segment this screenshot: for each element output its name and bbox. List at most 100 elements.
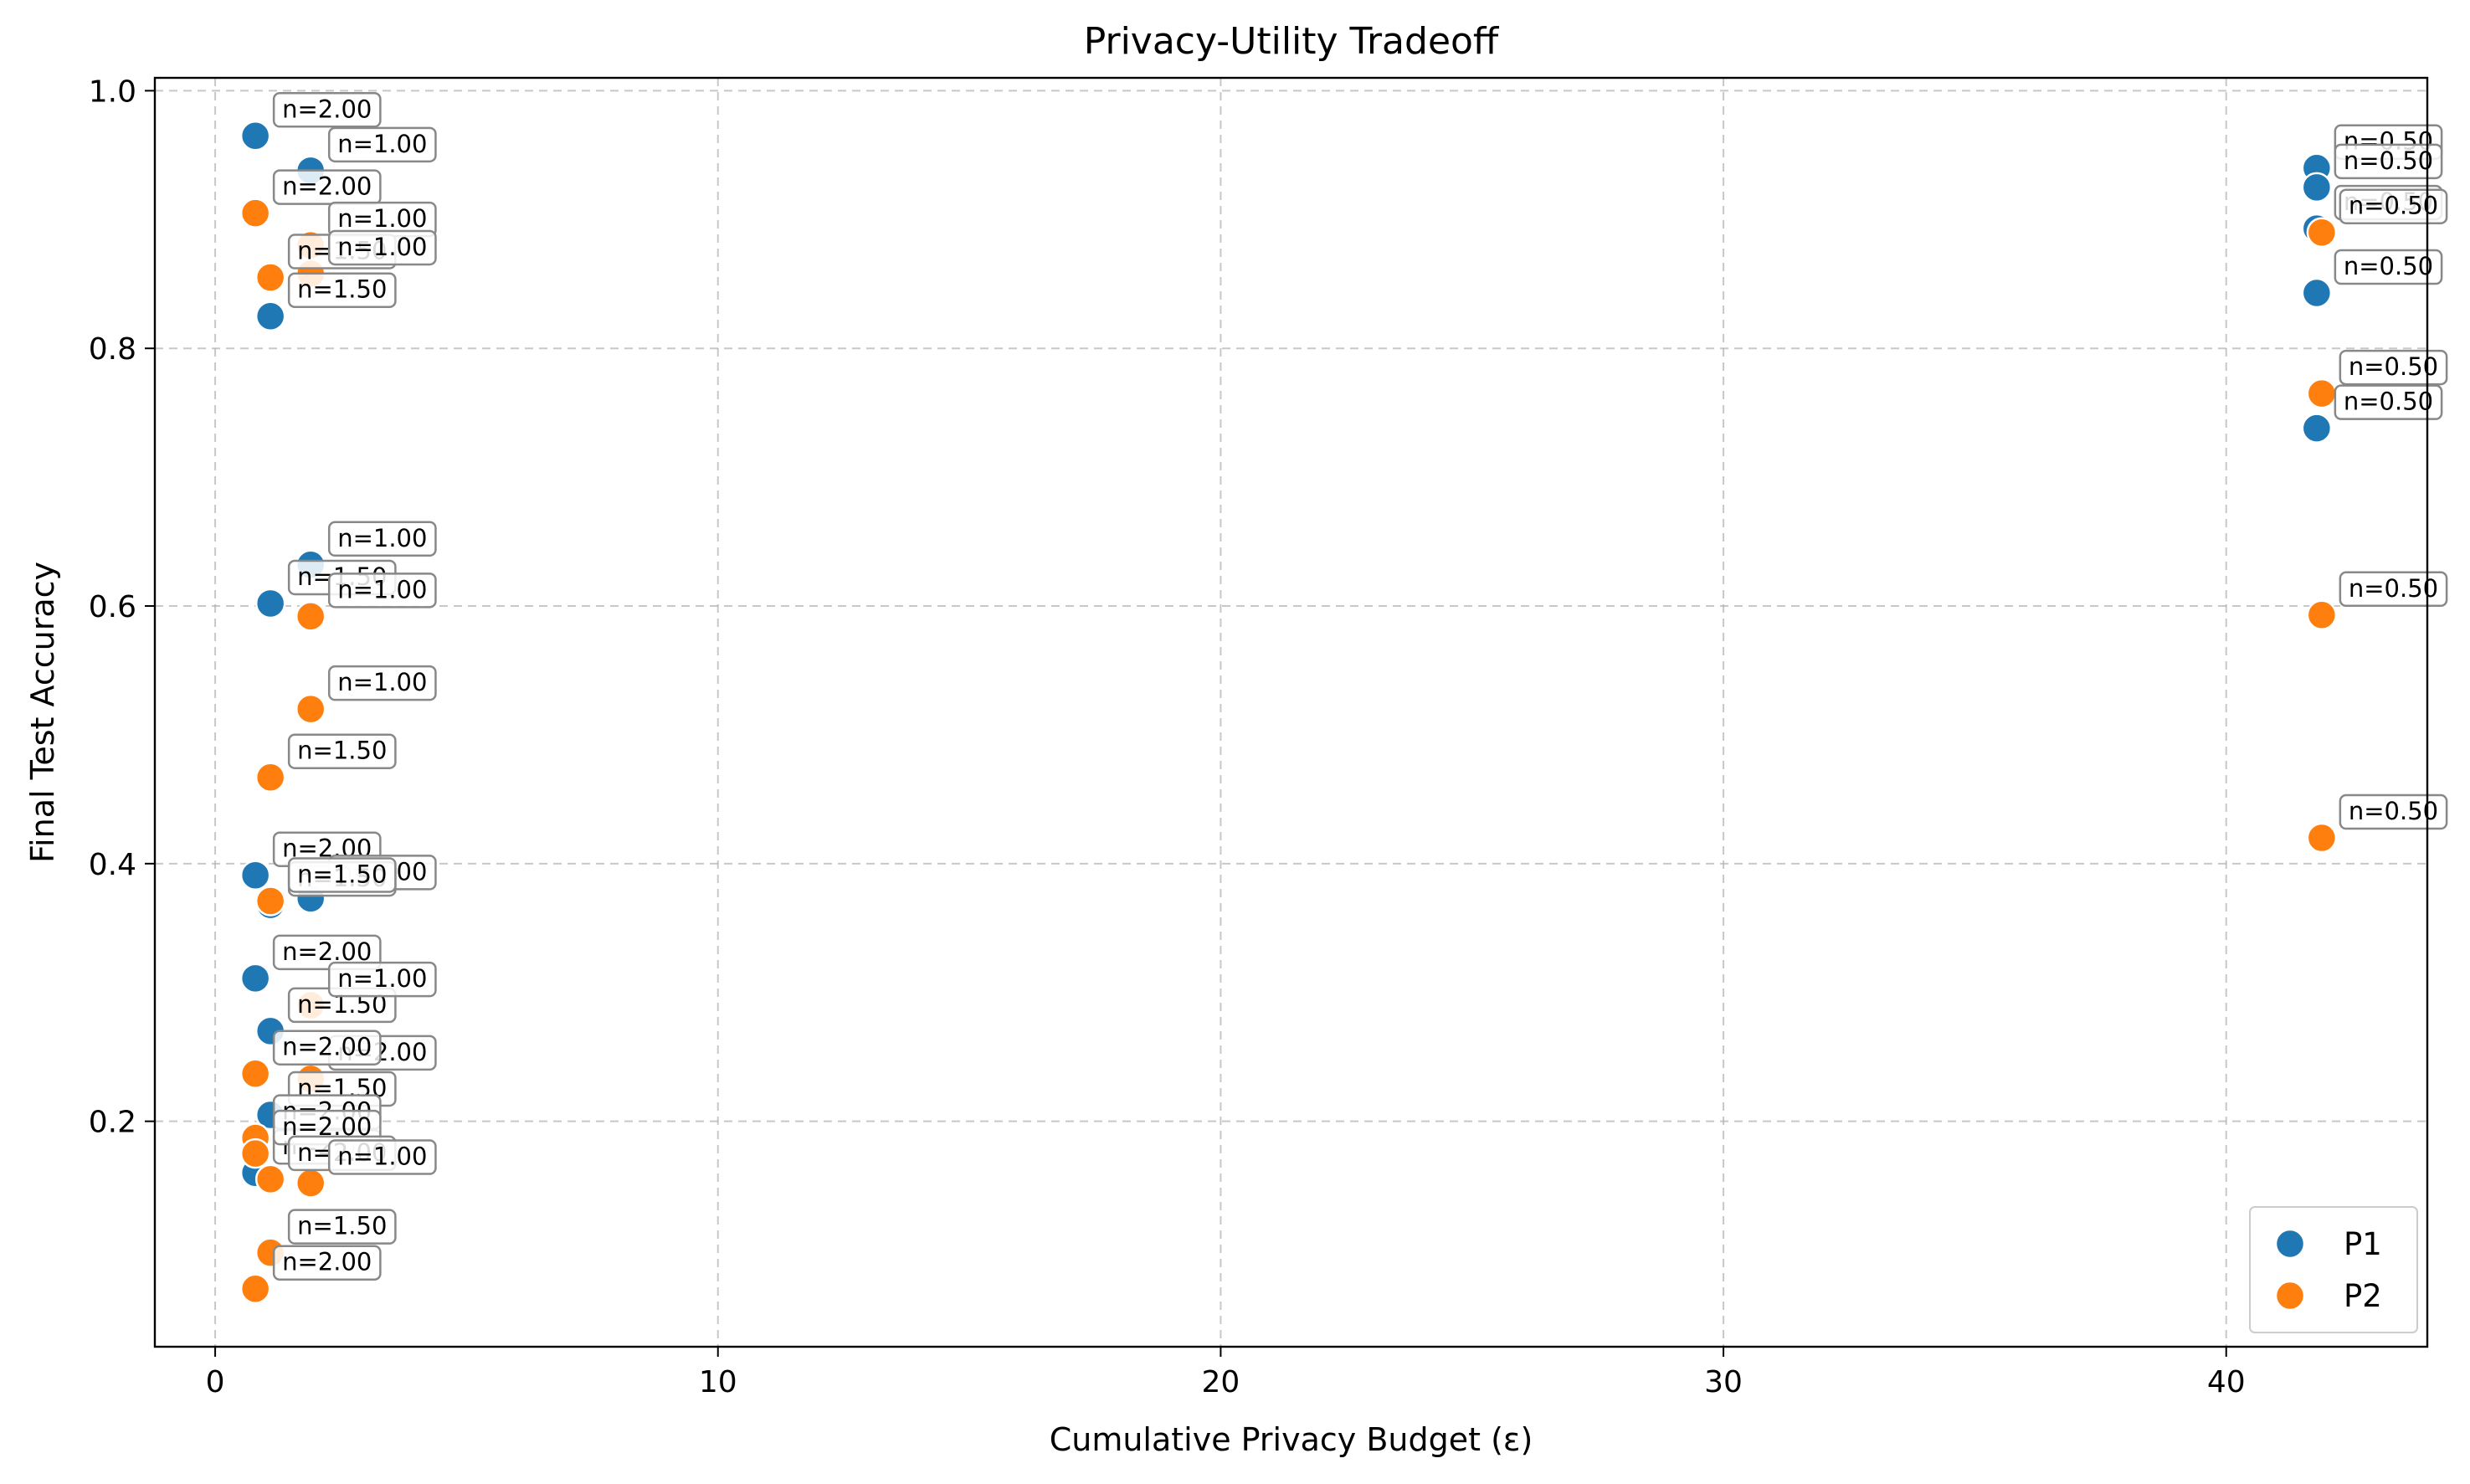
annotation-box (287, 272, 397, 308)
data-point-p2 (239, 1058, 271, 1089)
point-annotation: n=1.00 (327, 961, 437, 998)
point-annotation: n=0.50 (2334, 384, 2443, 420)
point-annotation: n=1.00 (327, 521, 437, 557)
annotation-text: n=2.00 (282, 172, 372, 201)
annotation-box (2339, 571, 2448, 608)
annotation-box (2339, 188, 2448, 224)
point-annotation: n=1.00 (327, 126, 437, 163)
annotation-box (2339, 793, 2448, 830)
annotation-box (287, 733, 397, 769)
annotation-text: n=1.00 (337, 130, 427, 158)
plot-frame (153, 76, 2429, 1348)
data-points (239, 121, 2338, 1304)
data-point-p2 (254, 762, 286, 793)
point-annotation: n=0.50 (2339, 571, 2448, 608)
point-annotation: n=2.00 (272, 934, 382, 971)
legend-label-p1: P1 (2344, 1226, 2382, 1262)
point-annotation: n=1.00 (327, 229, 437, 266)
annotation-box (272, 92, 382, 128)
point-annotation: n=1.00 (327, 573, 437, 608)
annotation-box (327, 665, 437, 701)
data-point-p1 (2301, 413, 2333, 444)
annotation-text: n=1.00 (337, 524, 427, 552)
point-annotation: n=1.50 (287, 1209, 397, 1245)
y-tick-label: 0.8 (89, 332, 136, 367)
point-annotation: n=1.50 (287, 733, 397, 769)
annotation-text: n=1.50 (297, 1212, 387, 1240)
x-tick-label: 10 (699, 1365, 737, 1399)
data-point-p2 (239, 1137, 271, 1169)
y-tick-label: 1.0 (89, 74, 136, 109)
x-tick-label: 20 (1202, 1365, 1240, 1399)
point-annotation: n=1.00 (327, 665, 437, 701)
annotation-text: n=0.50 (2349, 574, 2438, 603)
annotation-text: n=0.50 (2349, 797, 2438, 825)
annotation-text: n=0.50 (2344, 146, 2433, 175)
grid (155, 78, 2427, 1347)
annotation-text: n=1.50 (297, 275, 387, 304)
data-point-p2 (2306, 217, 2338, 248)
data-point-p1 (254, 588, 286, 619)
annotation-text: n=2.00 (282, 937, 372, 966)
annotation-text: n=2.00 (282, 95, 372, 123)
annotation-text: n=1.00 (337, 204, 427, 233)
annotation-box (272, 169, 382, 205)
annotation-text: n=1.00 (337, 575, 427, 603)
annotation-text: n=2.00 (282, 1033, 372, 1061)
annotation-box (327, 1139, 437, 1175)
point-annotation: n=2.00 (272, 1245, 382, 1281)
data-point-p1 (239, 963, 271, 994)
point-annotation: n=0.50 (2334, 143, 2443, 180)
x-axis-label: Cumulative Privacy Budget (ε) (1050, 1421, 1533, 1458)
annotation-box (272, 1030, 382, 1066)
legend-box (2249, 1206, 2418, 1333)
point-annotation: n=2.00 (272, 169, 382, 205)
annotation-box (272, 934, 382, 971)
annotation-box (2334, 249, 2443, 285)
data-point-p2 (254, 1163, 286, 1195)
x-tick-label: 40 (2207, 1365, 2246, 1399)
annotation-text: n=1.00 (337, 1143, 427, 1171)
annotation-text: n=0.50 (2344, 252, 2433, 280)
annotation-text: n=2.00 (282, 1248, 372, 1276)
annotation-box (327, 573, 437, 608)
data-point-p1 (2301, 172, 2333, 203)
annotation-text: n=0.50 (2349, 192, 2438, 220)
annotation-text: n=0.50 (2344, 388, 2433, 416)
data-point-p2 (239, 1273, 271, 1304)
data-point-p2 (2306, 377, 2338, 409)
annotation-text: n=1.50 (297, 860, 387, 888)
chart-title: Privacy-Utility Tradeoff (1084, 20, 1500, 63)
point-annotation: n=0.50 (2334, 249, 2443, 285)
annotation-box (287, 857, 397, 893)
annotation-text: n=1.00 (337, 233, 427, 261)
annotation-box (2339, 349, 2448, 386)
data-point-p2 (254, 886, 286, 917)
point-annotation: n=1.00 (327, 1139, 437, 1175)
data-point-p1 (239, 121, 271, 151)
point-annotations: n=2.00n=1.00n=1.50n=1.00n=1.50n=2.00n=1.… (272, 92, 2448, 1281)
annotation-text: n=1.00 (337, 668, 427, 696)
data-point-p2 (254, 262, 286, 293)
x-tick-label: 30 (1704, 1365, 1743, 1399)
annotation-text: n=0.50 (2349, 352, 2438, 381)
legend-label-p2: P2 (2344, 1278, 2382, 1314)
data-point-p1 (239, 860, 271, 891)
data-point-p2 (239, 198, 271, 229)
point-annotation: n=0.50 (2339, 349, 2448, 386)
annotation-box (327, 126, 437, 163)
y-tick-label: 0.4 (89, 848, 136, 882)
point-annotation: n=0.50 (2339, 188, 2448, 224)
point-annotation: n=0.50 (2339, 793, 2448, 830)
data-point-p2 (295, 601, 326, 632)
legend-marker-p1 (2274, 1228, 2306, 1260)
data-point-p1 (2301, 277, 2333, 309)
annotation-text: n=1.50 (297, 737, 387, 765)
data-point-p2 (2306, 822, 2338, 854)
y-axis-label: Final Test Accuracy (24, 562, 61, 863)
annotation-box (327, 229, 437, 266)
point-annotation: n=1.50 (287, 272, 397, 308)
